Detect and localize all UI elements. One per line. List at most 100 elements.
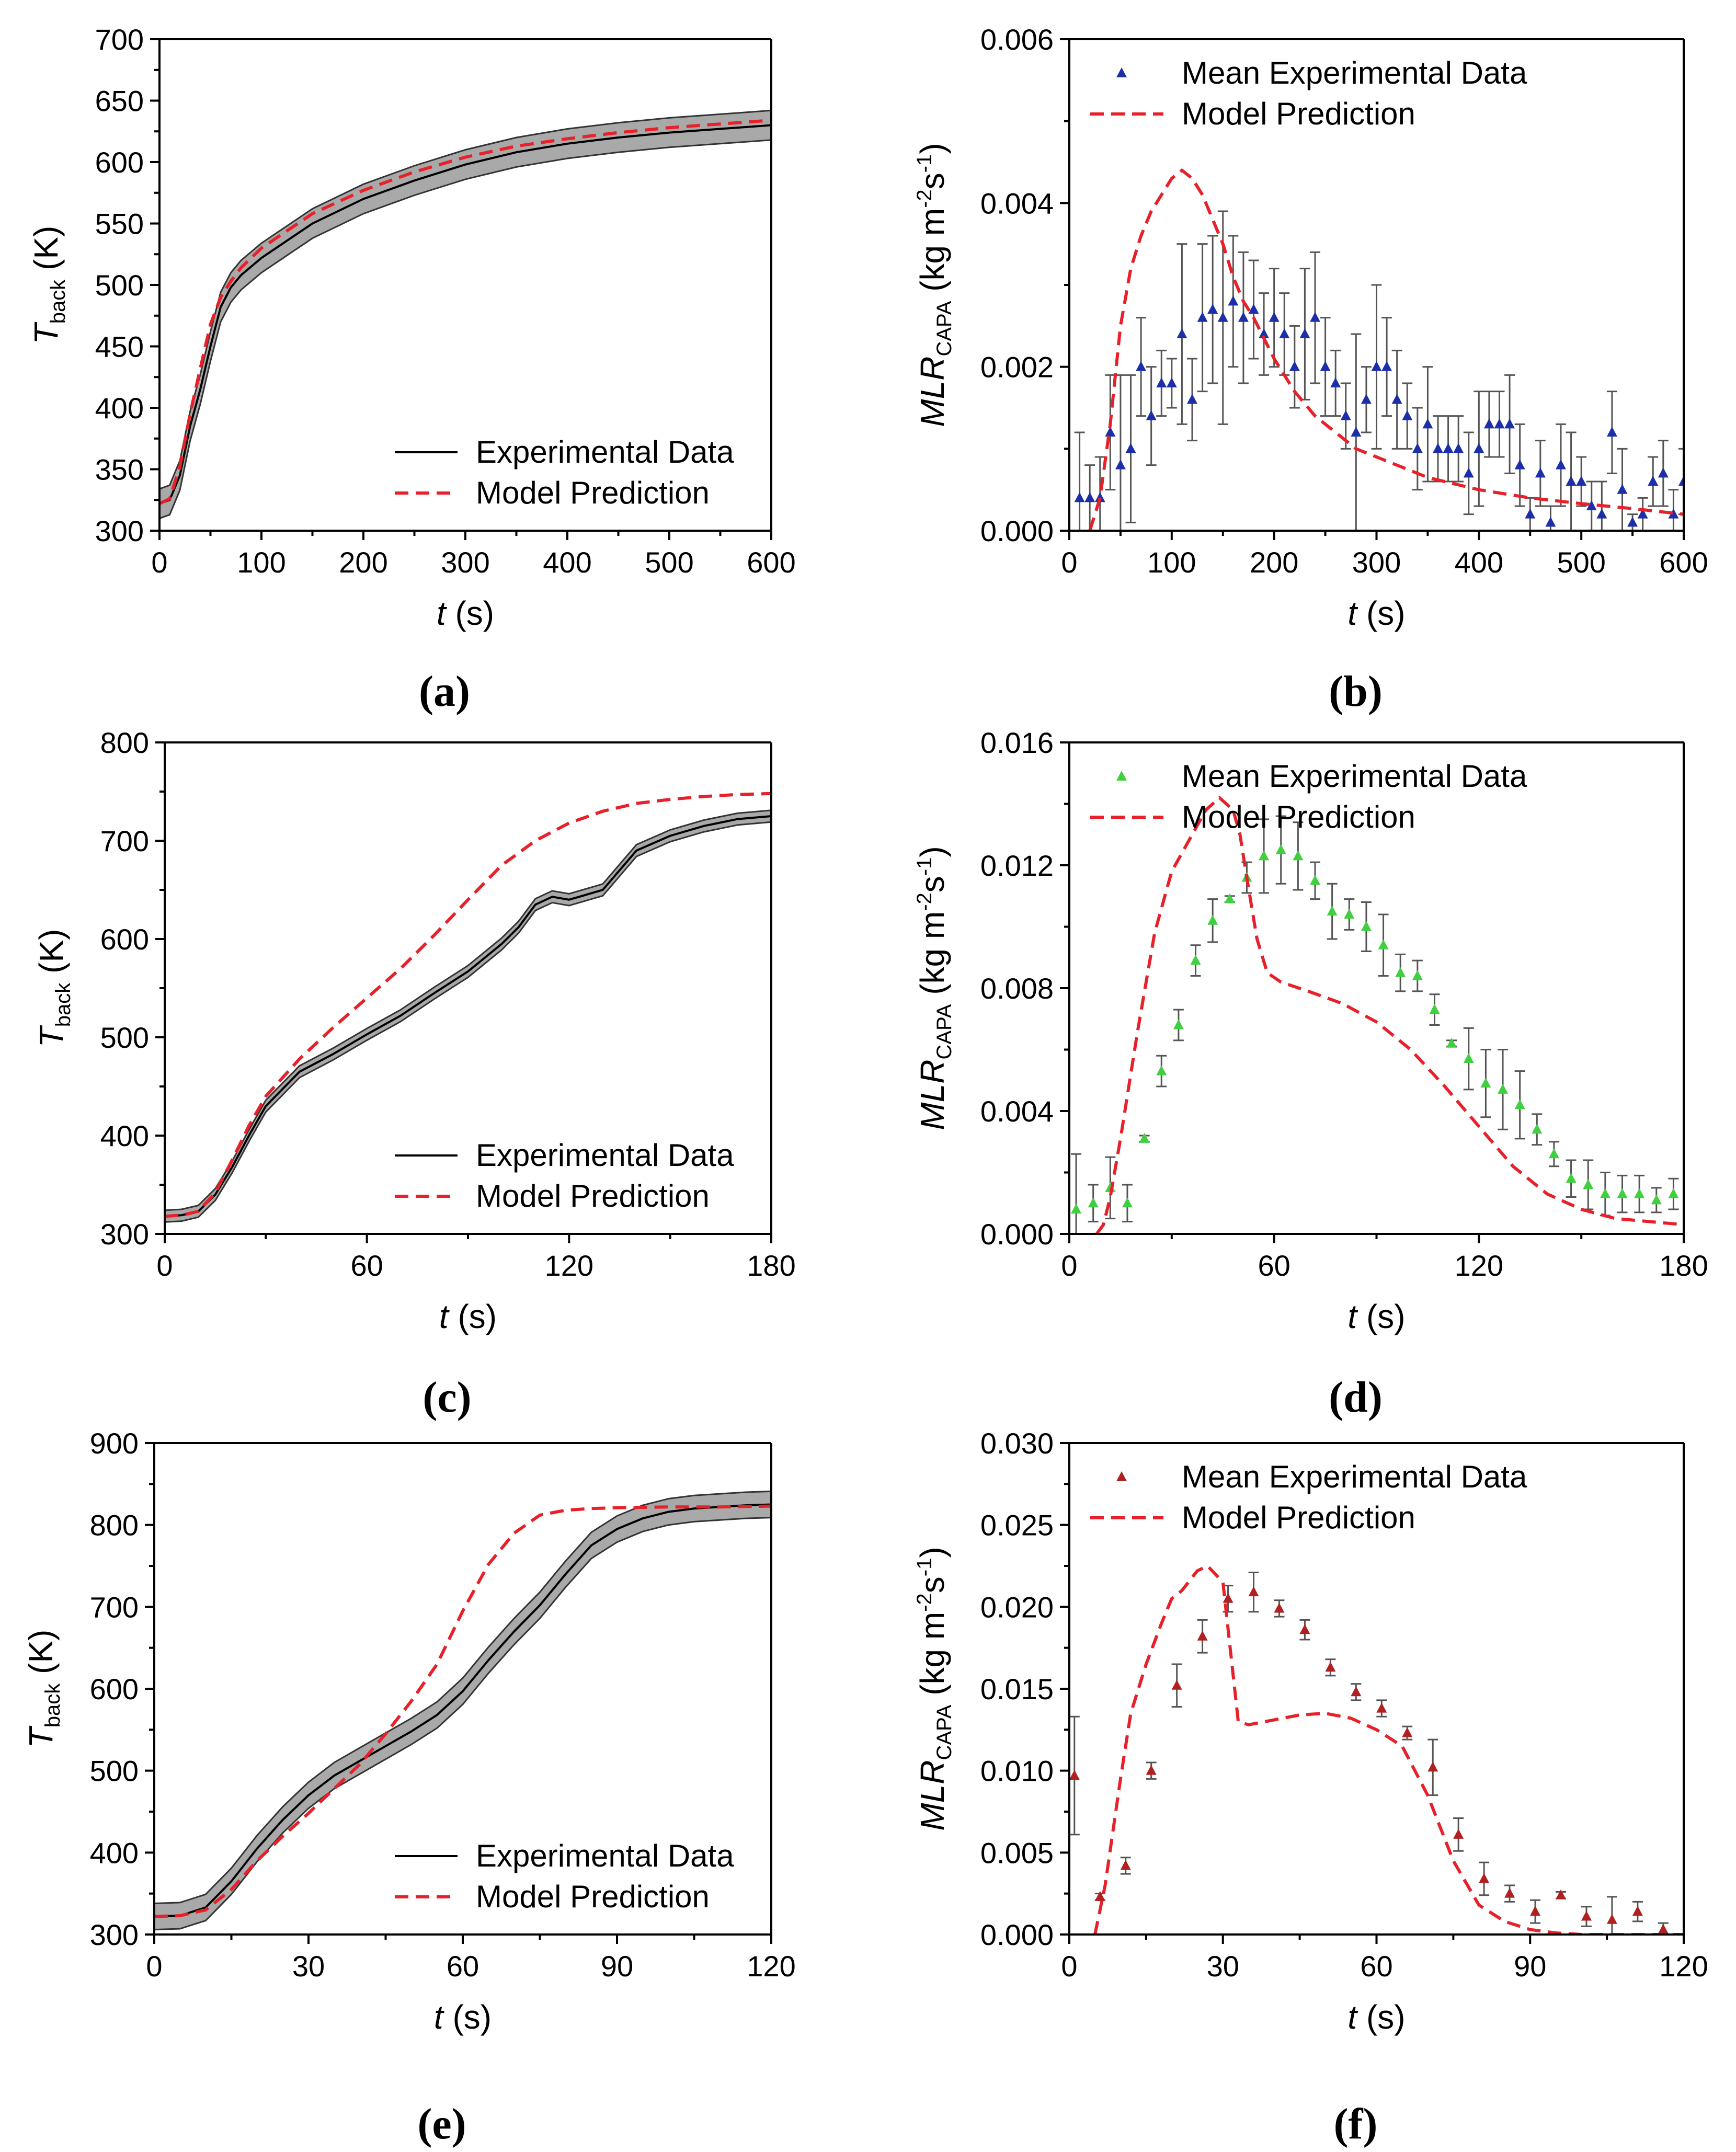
y-axis-label: MLRCAPA (kg m-2s-1) (913, 143, 956, 427)
plot-area (154, 1490, 771, 1931)
y-tick-label: 0.025 (980, 1509, 1054, 1542)
data-point (1412, 443, 1423, 453)
data-point (1678, 476, 1684, 486)
panel-c: 0 60 120 180 300 400 500 600 700 800 t (s) Tback (K… (32, 726, 796, 1422)
data-point (1474, 443, 1484, 453)
x-axis-label: t (s) (434, 1998, 492, 2036)
x-tick-label: 300 (441, 546, 489, 579)
x-tick-label: 200 (339, 546, 387, 579)
data-point (1156, 1065, 1167, 1075)
y-tick-label: 0.030 (980, 1427, 1054, 1460)
model-line (159, 119, 771, 506)
y-tick-label: 550 (95, 208, 144, 241)
data-point (1463, 1053, 1474, 1063)
data-point (1071, 1204, 1082, 1214)
y-tick-label: 0.000 (980, 1918, 1054, 1951)
data-point (1139, 1132, 1150, 1143)
label-part: CAPA (933, 301, 956, 356)
panel-label: (a) (419, 667, 470, 716)
label-part: ) (913, 846, 951, 857)
label-part: ) (913, 1547, 951, 1558)
y-tick-label: 0.002 (980, 351, 1054, 384)
panel-d: 0 60 120 180 0.000 0.004 0.008 0.012 0.016 t (s) M… (913, 726, 1708, 1422)
x-tick-label: 0 (1061, 546, 1077, 579)
legend-model-label: Model Prediction (1182, 799, 1415, 834)
data-point (1514, 1099, 1525, 1109)
label-part: back (41, 1683, 64, 1727)
data-point (1483, 418, 1494, 429)
data-point (1600, 1188, 1611, 1198)
data-point (1223, 1593, 1234, 1603)
panel-label-text: (f) (1334, 2100, 1378, 2148)
data-point (1069, 1770, 1080, 1780)
label-part: t (1347, 594, 1358, 632)
y-tick-label: 0.016 (980, 726, 1054, 759)
uncertainty-band (165, 809, 771, 1223)
data-point (1668, 1188, 1679, 1198)
x-tick-label: 0 (156, 1249, 173, 1282)
data-point (1351, 1686, 1362, 1697)
data-point (1535, 467, 1546, 478)
data-point (1190, 955, 1201, 965)
data-point (1658, 467, 1669, 478)
y-tick-label: 300 (90, 1918, 139, 1951)
data-point (1463, 467, 1474, 478)
x-tick-label: 500 (1557, 546, 1605, 579)
data-point (1259, 328, 1270, 338)
data-point (1530, 1906, 1541, 1916)
label-part: s (913, 1576, 951, 1593)
label-part: (kg m (913, 1612, 951, 1705)
x-tick-label: 120 (545, 1249, 593, 1282)
y-tick-label: 0.005 (980, 1836, 1054, 1869)
y-tick-label: 500 (95, 269, 144, 302)
data-point (1361, 394, 1372, 404)
data-point (1412, 970, 1423, 980)
label-part: (s) (449, 1298, 497, 1335)
data-point (1378, 939, 1389, 949)
x-tick-label: 90 (601, 1950, 633, 1983)
plot-area (1071, 795, 1684, 1234)
data-point (1402, 410, 1413, 420)
panel-e: 0 30 60 90 120 300 400 500 600 700 800 900 t (s) Tbac… (22, 1427, 796, 2148)
x-tick-label: 60 (1258, 1249, 1290, 1282)
legend-marker-swatch (1116, 1471, 1127, 1481)
data-point (1125, 443, 1136, 453)
x-tick-label: 60 (1360, 1950, 1392, 1983)
y-axis-label: MLRCAPA (kg m-2s-1) (913, 1547, 956, 1830)
panel-label: (e) (417, 2100, 466, 2148)
data-point (1433, 443, 1443, 453)
y-tick-label: 800 (100, 726, 149, 759)
panel-b: 0 100 200 300 400 500 600 0.000 0.002 0.004 0.006 t… (913, 23, 1708, 716)
label-part: t (439, 1298, 450, 1335)
label-part: (kg m (913, 911, 951, 1004)
data-point (1494, 418, 1505, 429)
x-tick-label: 0 (146, 1950, 162, 1983)
data-point (1310, 312, 1320, 322)
data-point (1084, 492, 1095, 502)
x-tick-label: 100 (237, 546, 285, 579)
x-tick-label: 90 (1514, 1950, 1546, 1983)
label-part: MLR (913, 357, 951, 427)
legend: Experimental Data Model Prediction (395, 1838, 734, 1914)
data-point (1289, 361, 1300, 371)
data-point (1617, 484, 1628, 494)
experimental-line (159, 124, 771, 505)
data-point (1248, 1586, 1259, 1597)
legend-marker-swatch (1116, 67, 1127, 77)
data-point (1325, 1662, 1336, 1672)
data-point (1074, 492, 1085, 502)
data-point (1566, 476, 1577, 486)
data-point (1634, 1188, 1645, 1198)
x-tick-label: 500 (645, 546, 693, 579)
y-tick-label: 0.000 (980, 514, 1054, 547)
data-point (1299, 1624, 1310, 1634)
label-part: (s) (1357, 1298, 1405, 1335)
data-point (1207, 304, 1218, 314)
y-tick-label: 0.008 (980, 972, 1054, 1005)
plot-area (1074, 168, 1684, 531)
data-point (1658, 1924, 1669, 1934)
x-axis-label: t (s) (1347, 594, 1405, 632)
data-point (1344, 909, 1355, 919)
data-point (1156, 377, 1167, 387)
